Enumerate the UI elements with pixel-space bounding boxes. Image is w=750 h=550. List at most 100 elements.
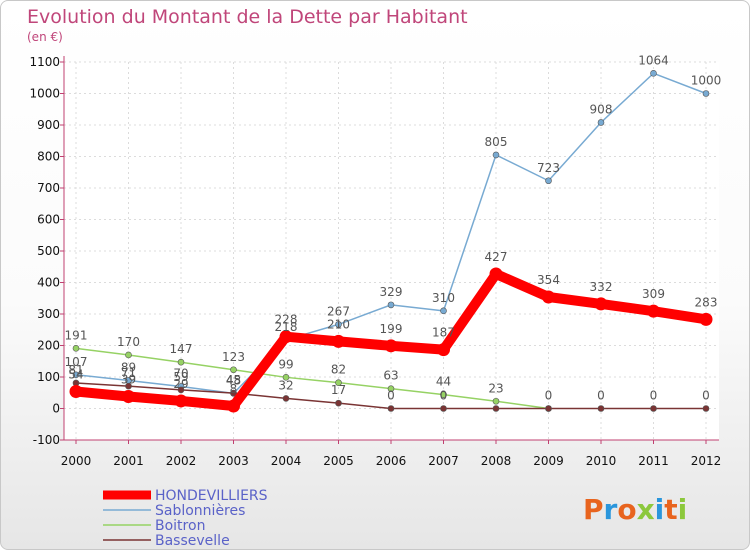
data-point-bassevelle bbox=[440, 405, 447, 412]
y-tick-label: 1000 bbox=[29, 87, 60, 101]
data-point-boitron bbox=[440, 391, 447, 398]
data-label-boitron: 44 bbox=[436, 375, 451, 389]
data-label-bassevelle: 81 bbox=[68, 363, 83, 377]
data-label-boitron: 147 bbox=[170, 342, 193, 356]
data-label-sablonni-res: 805 bbox=[485, 135, 508, 149]
x-tick-label: 2011 bbox=[638, 454, 669, 468]
data-label-hondevilliers: 29 bbox=[173, 377, 188, 391]
data-label-boitron: 99 bbox=[278, 357, 293, 371]
grid bbox=[64, 61, 719, 441]
data-point-boitron bbox=[282, 374, 290, 381]
data-label-bassevelle: 0 bbox=[597, 389, 605, 403]
data-label-hondevilliers: 283 bbox=[695, 295, 718, 309]
data-point-hondevilliers bbox=[279, 330, 293, 344]
data-point-sablonni-res bbox=[335, 321, 342, 328]
data-label-sablonni-res: 908 bbox=[590, 102, 613, 116]
legend-label-sablonni-res: Sablonnières bbox=[155, 503, 245, 519]
data-label-sablonni-res: 1064 bbox=[638, 53, 669, 67]
data-label-bassevelle: 59 bbox=[173, 370, 188, 384]
data-point-boitron bbox=[492, 397, 500, 405]
x-tick-label: 2004 bbox=[271, 454, 302, 468]
proxiti-letter: r bbox=[604, 493, 618, 526]
y-tick-label: 1100 bbox=[29, 55, 60, 69]
data-point-sablonni-res bbox=[72, 371, 80, 379]
data-point-sablonni-res bbox=[545, 177, 552, 185]
series-lines bbox=[69, 70, 713, 413]
data-label-hondevilliers: 228 bbox=[275, 313, 298, 327]
data-label-bassevelle: 0 bbox=[545, 389, 553, 403]
data-point-bassevelle bbox=[282, 395, 290, 402]
data-point-bassevelle bbox=[492, 405, 500, 412]
data-point-hondevilliers bbox=[489, 267, 503, 281]
proxiti-letter: t bbox=[664, 493, 677, 526]
x-tick-label: 2002 bbox=[166, 454, 197, 468]
series-line-boitron bbox=[75, 347, 550, 410]
data-label-hondevilliers: 210 bbox=[327, 317, 350, 331]
data-point-boitron bbox=[230, 366, 237, 374]
y-tick-label: 900 bbox=[37, 118, 60, 132]
data-point-sablonni-res bbox=[387, 301, 395, 309]
proxiti-letter: x bbox=[637, 493, 655, 526]
y-tick-label: 200 bbox=[37, 339, 60, 353]
proxiti-logo: Proxiti bbox=[583, 493, 687, 526]
proxiti-letter: i bbox=[678, 493, 688, 526]
data-label-boitron: 82 bbox=[331, 363, 346, 377]
data-point-hondevilliers bbox=[647, 304, 660, 318]
proxiti-letter: o bbox=[617, 493, 636, 526]
data-label-hondevilliers: 8 bbox=[230, 382, 238, 396]
x-tick-label: 2001 bbox=[113, 454, 144, 468]
y-tick-label: -100 bbox=[33, 433, 60, 447]
data-label-hondevilliers: 354 bbox=[537, 273, 560, 287]
data-label-hondevilliers: 39 bbox=[121, 373, 136, 387]
data-point-boitron bbox=[177, 358, 185, 366]
y-tick-label: 400 bbox=[37, 276, 60, 290]
y-tick-label: 800 bbox=[37, 150, 60, 164]
x-tick-label: 2000 bbox=[61, 454, 92, 468]
data-label-boitron: 123 bbox=[222, 350, 245, 364]
data-label-bassevelle: 0 bbox=[650, 389, 658, 403]
data-point-boitron bbox=[125, 351, 132, 359]
data-point-hondevilliers bbox=[437, 343, 450, 357]
x-tick-label: 2008 bbox=[481, 454, 512, 468]
data-label-bassevelle: 17 bbox=[331, 383, 346, 397]
data-label-hondevilliers: 427 bbox=[485, 250, 508, 264]
data-point-bassevelle bbox=[702, 405, 710, 412]
data-point-hondevilliers bbox=[122, 390, 135, 404]
y-tick-label: 300 bbox=[37, 307, 60, 321]
data-point-bassevelle bbox=[177, 386, 185, 394]
data-label-boitron: 23 bbox=[488, 381, 503, 395]
data-point-hondevilliers bbox=[227, 399, 240, 413]
y-tick-label: 100 bbox=[37, 370, 60, 384]
x-tick-label: 2012 bbox=[691, 454, 722, 468]
data-point-bassevelle bbox=[335, 399, 342, 407]
data-label-bassevelle: 0 bbox=[440, 389, 448, 403]
data-point-sablonni-res bbox=[492, 151, 500, 159]
data-label-sablonni-res: 723 bbox=[537, 161, 560, 175]
data-label-boitron: 191 bbox=[65, 328, 88, 342]
data-label-sablonni-res: 89 bbox=[121, 360, 136, 374]
data-point-hondevilliers bbox=[594, 297, 608, 311]
data-point-bassevelle bbox=[545, 405, 552, 412]
data-point-sablonni-res bbox=[702, 90, 710, 97]
chart-title: Evolution du Montant de la Dette par Hab… bbox=[27, 6, 468, 28]
x-tick-label: 2003 bbox=[218, 454, 249, 468]
data-point-hondevilliers bbox=[332, 334, 345, 348]
x-tick-label: 2009 bbox=[533, 454, 564, 468]
data-label-hondevilliers: 199 bbox=[380, 322, 403, 336]
y-tick-label: 700 bbox=[37, 181, 60, 195]
data-point-boitron bbox=[387, 385, 395, 392]
data-point-hondevilliers bbox=[69, 384, 83, 398]
data-labels: 107 89 70 48 218 267 329 310 805 723 908 1064 1000 19… bbox=[65, 53, 722, 402]
x-tick-label: 2010 bbox=[586, 454, 617, 468]
y-tick-label: 500 bbox=[37, 244, 60, 258]
x-tick-label: 2006 bbox=[376, 454, 407, 468]
y-tick-label: 600 bbox=[37, 213, 60, 227]
x-tick-label: 2007 bbox=[428, 454, 459, 468]
data-label-boitron: 63 bbox=[383, 369, 398, 383]
data-label-sablonni-res: 310 bbox=[432, 291, 455, 305]
data-point-hondevilliers bbox=[542, 290, 555, 304]
data-point-bassevelle bbox=[597, 405, 605, 412]
data-label-sablonni-res: 48 bbox=[226, 373, 241, 387]
